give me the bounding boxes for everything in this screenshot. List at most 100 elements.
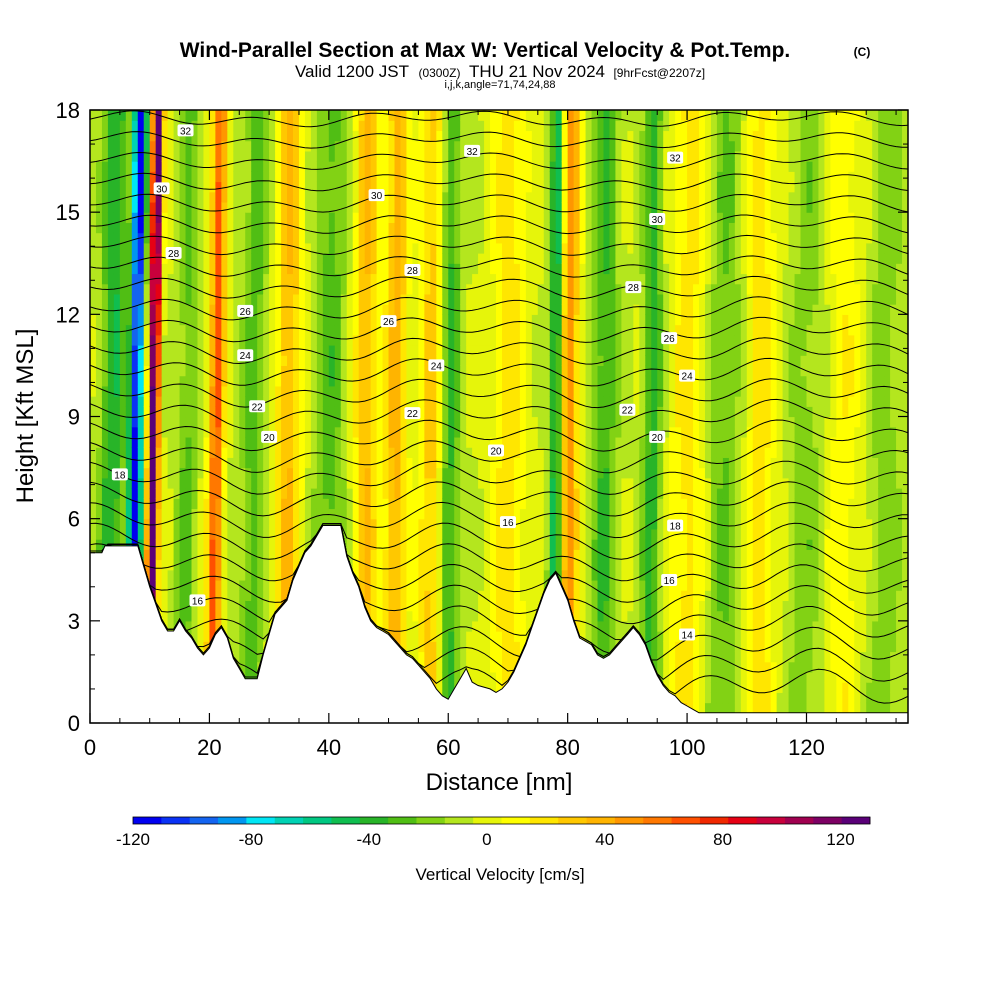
field-cell	[131, 467, 139, 479]
field-cell	[251, 416, 258, 428]
field-cell	[263, 365, 270, 377]
field-cell	[364, 436, 372, 448]
field-cell	[478, 273, 485, 285]
field-cell	[352, 283, 360, 295]
field-cell	[376, 539, 384, 550]
field-cell	[501, 365, 509, 377]
field-cell	[561, 283, 569, 295]
field-cell	[370, 212, 378, 223]
field-cell	[448, 120, 455, 132]
field-cell	[472, 263, 479, 275]
field-cell	[519, 508, 527, 520]
field-cell	[215, 610, 222, 622]
field-cell	[209, 477, 216, 489]
field-cell	[191, 171, 199, 183]
field-cell	[501, 661, 509, 673]
field-cell	[549, 344, 557, 356]
field-cell	[358, 314, 366, 326]
field-cell	[448, 385, 455, 397]
field-cell	[167, 334, 175, 346]
field-cell	[245, 212, 252, 223]
field-cell	[561, 539, 569, 550]
field-cell	[149, 365, 157, 377]
field-cell	[388, 365, 396, 377]
field-cell	[215, 242, 222, 254]
field-cell	[113, 253, 121, 264]
field-cell	[448, 212, 455, 223]
field-cell	[400, 150, 408, 162]
field-cell	[191, 631, 199, 642]
field-cell	[221, 283, 228, 295]
field-cell	[388, 304, 396, 315]
field-cell	[531, 518, 539, 530]
field-cell	[316, 232, 324, 244]
field-cell	[95, 191, 103, 203]
field-cell	[155, 161, 163, 172]
field-cell	[573, 110, 581, 121]
field-cell	[275, 334, 282, 346]
field-cell	[233, 130, 240, 142]
field-cell	[334, 110, 342, 121]
field-cell	[394, 334, 402, 346]
field-cell	[143, 549, 151, 561]
field-cell	[221, 457, 228, 469]
field-cell	[161, 518, 169, 530]
field-cell	[364, 304, 372, 315]
field-cell	[394, 518, 402, 530]
field-cell	[257, 191, 264, 203]
field-cell	[561, 375, 569, 387]
field-cell	[466, 171, 473, 183]
field-cell	[251, 508, 258, 520]
field-cell	[412, 242, 419, 254]
field-cell	[239, 579, 246, 591]
field-cell	[573, 610, 581, 622]
field-cell	[436, 569, 443, 581]
field-cell	[221, 130, 228, 142]
field-cell	[537, 559, 545, 571]
field-cell	[334, 283, 342, 295]
field-cell	[537, 344, 545, 356]
field-cell	[573, 539, 581, 550]
field-cell	[537, 263, 545, 275]
field-cell	[424, 324, 431, 336]
field-cell	[412, 651, 419, 663]
field-cell	[131, 334, 139, 346]
field-cell	[125, 293, 133, 305]
field-cell	[167, 161, 175, 172]
field-cell	[227, 559, 234, 571]
field-cell	[227, 467, 234, 479]
field-cell	[310, 110, 318, 121]
field-cell	[137, 191, 145, 203]
field-cell	[322, 110, 330, 121]
field-cell	[567, 600, 575, 612]
field-cell	[149, 508, 157, 520]
field-cell	[221, 171, 228, 183]
field-cell	[579, 110, 587, 121]
field-cell	[460, 120, 467, 132]
field-cell	[90, 201, 97, 213]
field-cell	[418, 150, 425, 162]
field-cell	[125, 416, 133, 428]
field-cell	[519, 253, 527, 264]
field-cell	[161, 467, 169, 479]
field-cell	[454, 457, 461, 469]
field-cell	[388, 140, 396, 152]
field-cell	[501, 590, 509, 601]
field-cell	[233, 579, 240, 591]
field-cell	[418, 467, 425, 479]
field-cell	[472, 436, 479, 448]
field-cell	[173, 457, 181, 469]
field-cell	[412, 283, 419, 295]
field-cell	[573, 344, 581, 356]
field-cell	[519, 631, 527, 642]
field-cell	[364, 528, 372, 540]
field-cell	[537, 140, 545, 152]
field-cell	[137, 365, 145, 377]
field-cell	[513, 191, 521, 203]
field-cell	[239, 263, 246, 275]
field-cell	[167, 365, 175, 377]
field-cell	[233, 436, 240, 448]
field-cell	[90, 334, 97, 346]
field-cell	[257, 334, 264, 346]
field-cell	[185, 406, 193, 418]
